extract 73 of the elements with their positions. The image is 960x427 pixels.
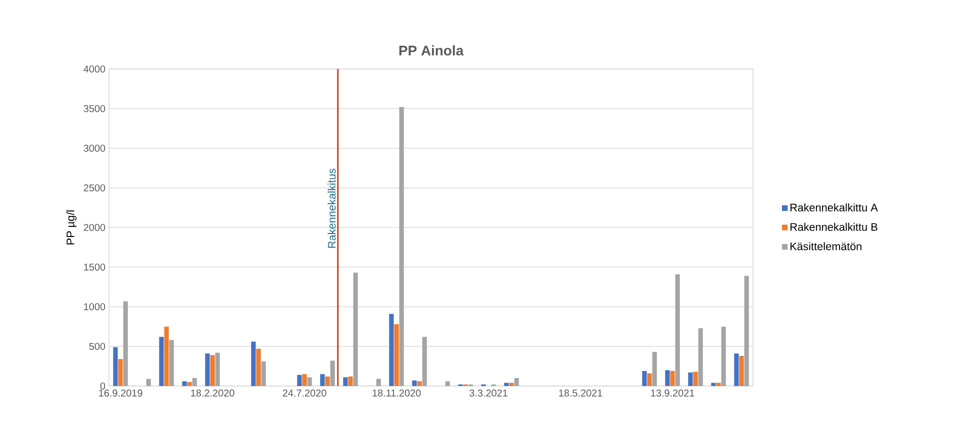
bar [688, 372, 693, 386]
bar [445, 381, 450, 386]
legend-label: Rakennekalkittu A [790, 203, 878, 212]
bar [348, 376, 353, 386]
bar [123, 301, 128, 386]
x-tick-label: 13.9.2021 [651, 390, 694, 397]
bar [210, 355, 215, 386]
bar [302, 374, 307, 386]
bar [146, 378, 151, 386]
bar [205, 354, 210, 386]
bar [647, 373, 652, 386]
bar [744, 276, 749, 386]
bar [412, 380, 417, 386]
y-tick-label: 1500 [84, 264, 106, 271]
bar [721, 326, 726, 386]
y-tick-label: 2000 [84, 224, 106, 232]
y-tick-label: 2500 [84, 184, 106, 192]
bar [716, 382, 721, 386]
bar [187, 382, 192, 386]
bar [652, 352, 657, 386]
x-tick-label: 18.11.2020 [372, 390, 421, 397]
bar [192, 378, 197, 386]
y-tick-label: 1000 [84, 303, 106, 310]
bar [256, 348, 261, 386]
bar [698, 328, 703, 386]
y-tick-label: 500 [89, 342, 106, 350]
bar [297, 374, 302, 386]
bar [261, 361, 266, 386]
bar [343, 377, 348, 386]
chart-title: PP Ainola [399, 45, 464, 56]
bar [670, 370, 675, 386]
annotation: Rakennekalkitus [328, 168, 336, 248]
bar [514, 378, 519, 386]
y-tick-label: 3000 [84, 144, 106, 152]
bar [159, 336, 164, 386]
y-axis-title: PP µg/l [66, 210, 76, 244]
x-tick-label: 16.9.2019 [99, 390, 142, 397]
bar [693, 372, 698, 386]
bar [330, 360, 335, 386]
bar [307, 377, 312, 386]
legend-label: Käsittelemätön [790, 242, 862, 250]
bar [251, 342, 256, 386]
bar [169, 340, 174, 386]
bar [325, 376, 330, 386]
x-tick-label: 3.3.2021 [469, 390, 508, 397]
bar [389, 314, 394, 386]
x-tick-label: 24.7.2020 [282, 390, 326, 397]
bar [711, 382, 716, 386]
y-tick-label: 3500 [84, 105, 106, 112]
bar [675, 274, 680, 386]
bar [734, 354, 739, 386]
x-tick-label: 18.5.2021 [559, 390, 602, 397]
legend-label: Rakennekalkittu B [790, 222, 878, 231]
bar [509, 382, 514, 386]
bar [422, 336, 427, 386]
bar [215, 352, 220, 386]
y-tick-label: 0 [100, 382, 106, 390]
bar [320, 374, 325, 386]
bar [113, 347, 118, 386]
bar [739, 356, 744, 386]
bar [399, 107, 404, 386]
bar [394, 324, 399, 386]
bar [182, 381, 187, 386]
bar [118, 359, 123, 386]
bar [376, 378, 381, 386]
bar [504, 382, 509, 386]
y-tick-label: 4000 [84, 65, 106, 73]
bar [642, 370, 647, 386]
bar [417, 381, 422, 386]
bar [353, 272, 358, 386]
x-tick-label: 18.2.2020 [191, 390, 234, 397]
bar [164, 326, 169, 386]
bar [665, 370, 670, 386]
